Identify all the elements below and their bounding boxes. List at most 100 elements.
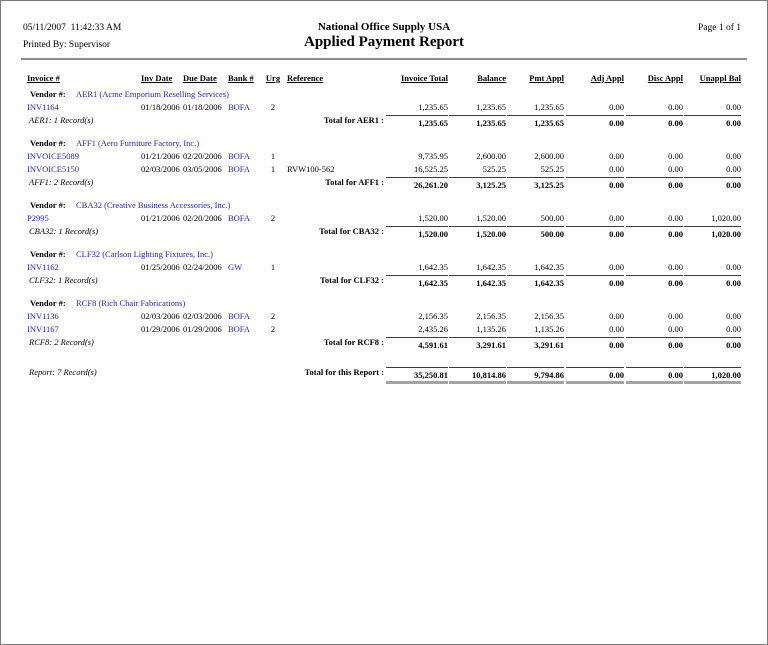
vendor-group: Vendor #: CBA32 (Creative Business Access… <box>1 200 767 243</box>
amount-adj-appl: 0.00 <box>609 324 624 334</box>
report-total-adj-appl: 0.00 <box>566 367 624 384</box>
report-total-balance: 10,814.86 <box>449 367 506 384</box>
bank-link[interactable]: BOFA <box>228 102 251 112</box>
group-footer-row: CBA32: 1 Record(s) Total for CBA32 :1,520… <box>1 226 767 243</box>
urgency: 1 <box>270 164 276 174</box>
amount-pmt-appl: 525.25 <box>540 164 564 174</box>
amount-unappl-bal: 1,020.00 <box>711 213 741 223</box>
column-header-due-date: Due Date <box>183 73 217 83</box>
invoice-link[interactable]: INVOICE5150 <box>27 164 79 174</box>
group-total-pmt-appl: 1,642.35 <box>507 275 564 288</box>
vendor-name-link[interactable]: CLF32 (Carlson Lighting Fixtures, Inc.) <box>76 249 213 259</box>
vendor-name-link[interactable]: CBA32 (Creative Business Accessories, In… <box>76 200 231 210</box>
group-total-pmt-appl: 3,125.25 <box>507 177 564 190</box>
group-total-invoice-total: 1,642.35 <box>386 275 448 288</box>
bank-link[interactable]: BOFA <box>228 151 251 161</box>
column-header-adj-appl: Adj Appl <box>590 73 624 83</box>
column-header-invoice: Invoice # <box>27 73 60 83</box>
due-date: 03/05/2006 <box>183 164 222 174</box>
vendor-group: Vendor #: CLF32 (Carlson Lighting Fixture… <box>1 249 767 292</box>
amount-disc-appl: 0.00 <box>668 102 683 112</box>
group-total-adj-appl: 0.00 <box>566 275 624 288</box>
amount-pmt-appl: 2,156.35 <box>534 311 564 321</box>
group-total-adj-appl: 0.00 <box>566 177 624 190</box>
vendor-name-link[interactable]: RCF8 (Rich Chair Fabrications) <box>76 298 186 308</box>
group-total-unappl-bal: 0.00 <box>684 115 741 128</box>
column-header-inv-date: Inv Date <box>141 73 173 83</box>
invoice-row: P2995 01/21/2006 02/20/2006 BOFA 2 1,520.00 1,… <box>1 213 767 226</box>
amount-pmt-appl: 500.00 <box>540 213 564 223</box>
due-date: 02/03/2006 <box>183 311 222 321</box>
group-record-count: CLF32: 1 Record(s) <box>29 275 98 285</box>
vendor-number-label: Vendor #: <box>30 200 66 210</box>
amount-unappl-bal: 0.00 <box>726 164 741 174</box>
invoice-row: INVOICE5150 02/03/2006 03/05/2006 BOFA 1 RVW1… <box>1 164 767 177</box>
amount-adj-appl: 0.00 <box>609 311 624 321</box>
column-header-reference: Reference <box>287 73 324 83</box>
group-record-count: AER1: 1 Record(s) <box>29 115 94 125</box>
group-total-pmt-appl: 1,235.65 <box>507 115 564 128</box>
amount-adj-appl: 0.00 <box>609 164 624 174</box>
column-header-pmt-appl: Pmt Appl <box>529 73 564 83</box>
column-header-disc-appl: Disc Appl <box>647 73 683 83</box>
group-footer-row: AFF1: 2 Record(s) Total for AFF1 :26,261.… <box>1 177 767 194</box>
group-total-disc-appl: 0.00 <box>626 337 683 350</box>
urgency: 2 <box>270 102 276 112</box>
group-total-unappl-bal: 0.00 <box>684 275 741 288</box>
inv-date: 01/29/2006 <box>141 324 180 334</box>
bank-link[interactable]: BOFA <box>228 324 251 334</box>
vendor-name-link[interactable]: AER1 (Acme Emporium Reselling Services) <box>76 89 229 99</box>
amount-adj-appl: 0.00 <box>609 262 624 272</box>
amount-adj-appl: 0.00 <box>609 213 624 223</box>
vendor-name-link[interactable]: AFF1 (Aero Furniture Factory, Inc.) <box>76 138 200 148</box>
bank-link[interactable]: GW <box>228 262 243 272</box>
amount-invoice-total: 16,525.25 <box>414 164 448 174</box>
vendor-number-label: Vendor #: <box>30 249 66 259</box>
urgency: 2 <box>270 311 276 321</box>
urgency: 2 <box>270 213 276 223</box>
invoice-link[interactable]: INV1167 <box>27 324 59 334</box>
group-total-invoice-total: 4,591.61 <box>386 337 448 350</box>
group-total-balance: 3,291.61 <box>449 337 506 350</box>
group-total-label: Total for AER1 : <box>323 115 384 125</box>
due-date: 02/20/2006 <box>183 213 222 223</box>
report-total-pmt-appl: 9,794.86 <box>507 367 564 384</box>
amount-balance: 2,600.00 <box>476 151 506 161</box>
vendor-group: Vendor #: AER1 (Acme Emporium Reselling S… <box>1 89 767 132</box>
inv-date: 01/21/2006 <box>141 213 180 223</box>
vendor-group: Vendor #: AFF1 (Aero Furniture Factory, I… <box>1 138 767 194</box>
invoice-row: INV1136 02/03/2006 02/03/2006 BOFA 2 2,156.35… <box>1 311 767 324</box>
page-number: Page 1 of 1 <box>697 23 741 33</box>
amount-invoice-total: 1,642.35 <box>418 262 448 272</box>
vendor-row: Vendor #: AER1 (Acme Emporium Reselling S… <box>1 89 767 102</box>
amount-pmt-appl: 2,600.00 <box>534 151 564 161</box>
invoice-link[interactable]: INV1136 <box>27 311 59 321</box>
column-header-row: Invoice # Inv Date Due Date Bank # Urg Refere… <box>1 73 767 88</box>
invoice-link[interactable]: INV1164 <box>27 102 59 112</box>
amount-balance: 1,235.65 <box>476 102 506 112</box>
group-total-disc-appl: 0.00 <box>626 115 683 128</box>
printed-by: Printed By: Supervisor <box>23 40 111 50</box>
invoice-link[interactable]: P2995 <box>27 213 49 223</box>
inv-date: 02/03/2006 <box>141 164 180 174</box>
group-total-pmt-appl: 500.00 <box>507 226 564 239</box>
print-datetime: 05/11/2007 11:42:33 AM <box>23 23 122 33</box>
group-total-invoice-total: 1,520.00 <box>386 226 448 239</box>
bank-link[interactable]: BOFA <box>228 213 251 223</box>
group-total-unappl-bal: 0.00 <box>684 337 741 350</box>
group-total-balance: 1,520.00 <box>449 226 506 239</box>
column-header-urg: Urg <box>265 73 281 83</box>
report-footer-row: Report: 7 Record(s) Total for this Report… <box>1 367 767 389</box>
invoice-link[interactable]: INV1162 <box>27 262 59 272</box>
invoice-link[interactable]: INVOICE5089 <box>27 151 79 161</box>
bank-link[interactable]: BOFA <box>228 164 251 174</box>
group-total-label: Total for CLF32 : <box>320 275 384 285</box>
group-record-count: AFF1: 2 Record(s) <box>29 177 94 187</box>
group-total-balance: 1,235.65 <box>449 115 506 128</box>
amount-disc-appl: 0.00 <box>668 164 683 174</box>
report-total-invoice-total: 35,250.81 <box>386 367 448 384</box>
bank-link[interactable]: BOFA <box>228 311 251 321</box>
company-name: National Office Supply USA <box>317 21 451 33</box>
urgency: 1 <box>270 262 276 272</box>
